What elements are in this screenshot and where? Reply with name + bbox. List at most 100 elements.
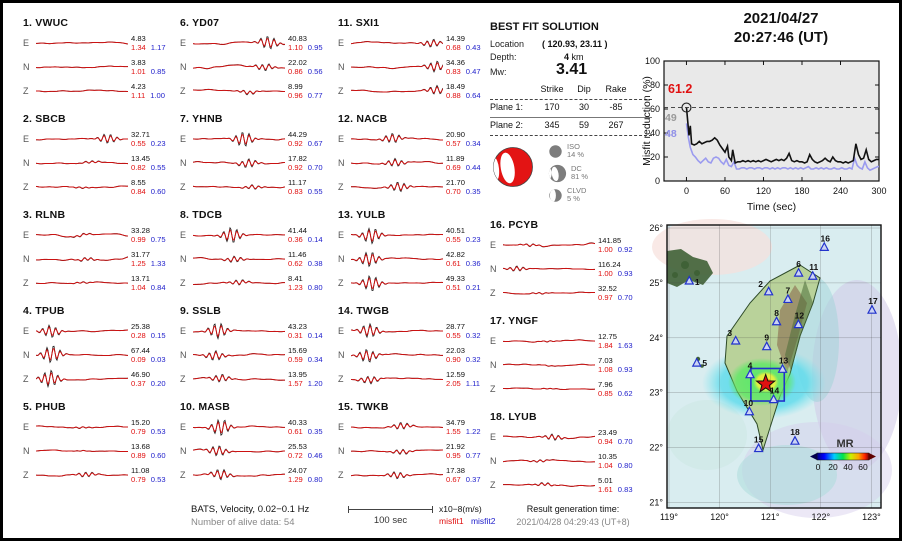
waveform-plot — [36, 133, 128, 144]
trace-row-SBCB-E: E 32.71 0.55 0.23 — [23, 127, 175, 151]
component-label: E — [180, 230, 187, 240]
plane1-row: Plane 1: 170 30 -85 — [490, 102, 623, 112]
trace-values: 17.38 0.67 0.37 — [446, 466, 481, 484]
synthetic-trace — [351, 183, 443, 191]
component-label: Z — [180, 278, 186, 288]
misfit1-value: 0.95 — [446, 451, 461, 460]
station-title: 6. YD07 — [180, 17, 220, 29]
station-block-PCYB: 16. PCYB E 141.85 1.00 0.92 N 116.24 1.00 0.93 Z 3… — [490, 217, 652, 307]
y-tick-label: 80 — [650, 80, 660, 90]
station-block-TDCB: 8. TDCB E 41.44 0.36 0.14 N 11.46 0.62 0.38 Z 8.41… — [180, 207, 334, 297]
station-title: 10. MASB — [180, 401, 231, 413]
synthetic-trace — [503, 387, 595, 390]
station-title: 8. TDCB — [180, 209, 223, 221]
synthetic-trace — [351, 449, 443, 455]
misfit2-value: 1.63 — [617, 341, 633, 350]
trace-row-PHUB-N: N 13.68 0.89 0.60 — [23, 439, 175, 463]
synthetic-trace — [351, 229, 443, 243]
trace-row-NACB-N: N 11.89 0.69 0.44 — [338, 151, 488, 175]
trace-row-SXI1-E: E 14.39 0.68 0.43 — [338, 31, 488, 55]
synthetic-trace — [193, 375, 285, 382]
amplitude-value: 34.36 — [446, 58, 466, 67]
misfit2-value: 1.00 — [150, 91, 165, 100]
colorbar-tick-label: 40 — [843, 462, 853, 472]
station-number-label: 14 — [770, 386, 780, 396]
station-title: 11. SXI1 — [338, 17, 380, 29]
trace-row-YNGF-E: E 12.75 1.84 1.63 — [490, 329, 652, 353]
station-triangle-7 — [782, 293, 793, 304]
component-label: Z — [180, 374, 186, 384]
station-triangle-3 — [730, 335, 741, 345]
misfit1-value: 1.61 — [598, 485, 613, 494]
amplitude-unit: x10−8(m/s) — [439, 504, 482, 514]
misfit2-value: 0.64 — [465, 91, 481, 100]
trace-values: 22.02 0.86 0.56 — [288, 58, 323, 76]
station-number-label: 9 — [764, 333, 769, 343]
component-label: N — [23, 446, 30, 456]
trace-row-PCYB-Z: Z 32.52 0.97 0.70 — [490, 281, 652, 305]
station-title: 5. PHUB — [23, 401, 66, 413]
misfit2-value: 0.36 — [465, 259, 481, 268]
misfit2-value: 0.93 — [617, 269, 633, 278]
depth-value: 4 — [564, 52, 570, 62]
misfit2-value: 0.83 — [617, 485, 633, 494]
lat-tick-label: 22° — [649, 443, 663, 453]
station-number-label: 12 — [795, 311, 805, 321]
amplitude-value: 8.41 — [288, 274, 303, 283]
trace-row-SSLB-N: N 15.69 0.59 0.34 — [180, 343, 334, 367]
misfit2-value: 1.20 — [307, 379, 323, 388]
waveform-plot — [503, 265, 595, 272]
misfit2-value: 0.32 — [465, 331, 481, 340]
amplitude-value: 14.39 — [446, 34, 466, 43]
amplitude-value: 44.29 — [288, 130, 308, 139]
station-block-YNGF: 17. YNGF E 12.75 1.84 1.63 N 7.03 1.08 0.93 Z 7.96… — [490, 313, 652, 403]
misfit2-value: 0.70 — [617, 437, 633, 446]
misfit2-value: 0.32 — [465, 355, 481, 364]
trace-row-TWKB-Z: Z 17.38 0.67 0.37 — [338, 463, 488, 487]
component-label: Z — [23, 86, 29, 96]
synthetic-trace — [193, 446, 285, 455]
trace-row-NACB-E: E 20.90 0.57 0.34 — [338, 127, 488, 151]
waveform-plot — [351, 60, 443, 73]
amplitude-value: 21.92 — [446, 442, 466, 451]
waveform-plot — [193, 468, 285, 481]
synthetic-trace — [193, 89, 285, 95]
trace-row-VWUC-N: N 3.83 1.01 0.85 — [23, 55, 175, 79]
trace-row-PHUB-Z: Z 11.08 0.79 0.53 — [23, 463, 175, 487]
misfit1-value: 0.59 — [288, 355, 303, 364]
colorbar-tick-label: 60 — [858, 462, 868, 472]
grid-search-box — [750, 367, 786, 402]
station-title: 15. TWKB — [338, 401, 389, 413]
misfit1-value: 1.10 — [288, 43, 303, 52]
station-block-SBCB: 2. SBCB E 32.71 0.55 0.23 N 13.45 0.82 0.55 Z 8.55… — [23, 111, 175, 201]
synthetic-trace — [351, 86, 443, 94]
station-block-RLNB: 3. RLNB E 33.28 0.99 0.75 N 31.77 1.25 1.33 Z 13.7… — [23, 207, 175, 297]
misfit2-value: 0.43 — [465, 43, 481, 52]
trace-values: 40.83 1.10 0.95 — [288, 34, 323, 52]
component-label: N — [338, 350, 345, 360]
lon-tick-label: 119° — [660, 512, 678, 522]
x-tick-label: 180 — [794, 186, 809, 196]
station-number-label: 5 — [702, 358, 707, 368]
trace-values: 28.77 0.55 0.32 — [446, 322, 481, 340]
trace-values: 17.82 0.92 0.70 — [288, 154, 323, 172]
station-block-TWGB: 14. TWGB E 28.77 0.55 0.32 N 22.03 0.90 0.32 Z 12.… — [338, 303, 488, 393]
component-label: Z — [490, 384, 496, 394]
trace-values: 8.55 0.84 0.60 — [131, 178, 166, 196]
amplitude-value: 11.89 — [446, 154, 465, 163]
trace-row-YD07-N: N 22.02 0.86 0.56 — [180, 55, 334, 79]
lat-tick-label: 21° — [649, 498, 663, 508]
best-fit-solution-panel: BEST FIT SOLUTION Location ( 120.93, 23.… — [490, 21, 652, 217]
trace-values: 31.77 1.25 1.33 — [131, 250, 166, 268]
synthetic-trace — [36, 89, 128, 93]
synthetic-trace — [351, 39, 443, 47]
station-triangle-1 — [684, 275, 695, 285]
misfit2-value: 0.23 — [150, 139, 166, 148]
misfit2-value: 0.55 — [307, 187, 323, 196]
x-axis-label: Time (sec) — [747, 201, 796, 213]
misfit1-value: 0.72 — [288, 451, 303, 460]
waveform-plot — [36, 65, 128, 69]
misfit2-value: 0.53 — [150, 427, 166, 436]
waveform-plot — [36, 41, 128, 45]
